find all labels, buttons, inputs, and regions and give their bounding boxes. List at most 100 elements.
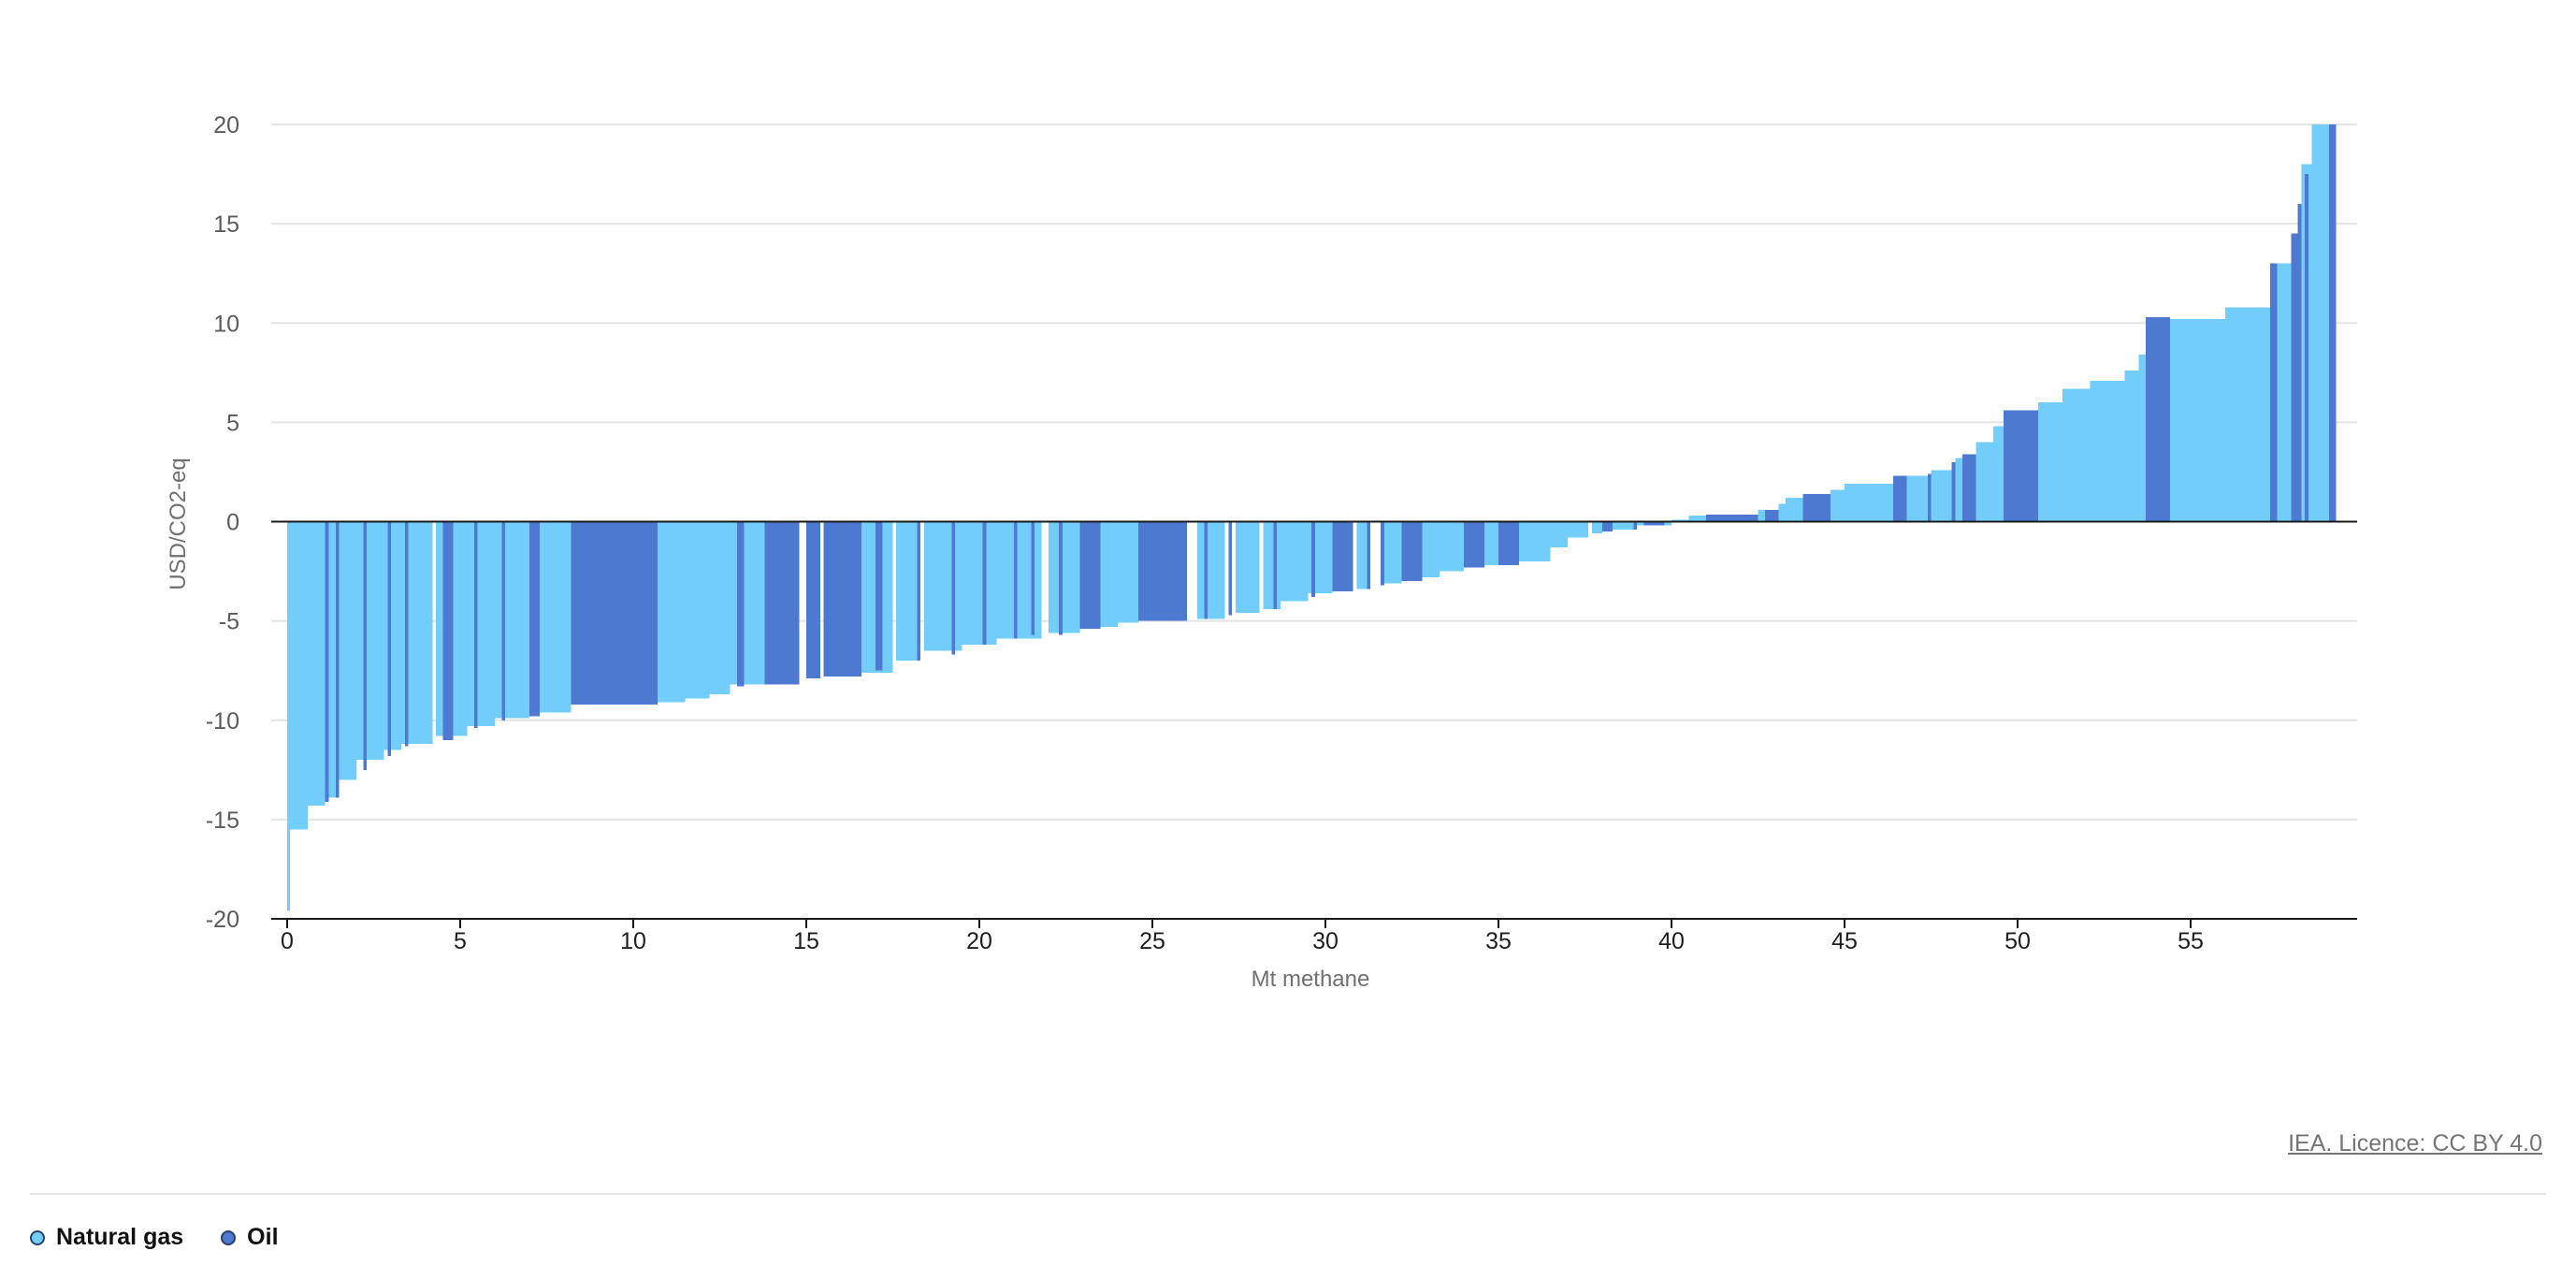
- bar: [2169, 319, 2225, 522]
- bar: [2004, 410, 2039, 522]
- bar: [1688, 516, 1706, 522]
- bar: [917, 521, 921, 662]
- bar: [1381, 521, 1402, 584]
- bar: [1235, 521, 1260, 614]
- x-tick-label: 10: [620, 928, 646, 954]
- bar: [657, 521, 686, 703]
- bar: [730, 521, 765, 685]
- bar: [1498, 521, 1520, 566]
- bar: [287, 521, 290, 911]
- bar: [363, 521, 368, 770]
- x-tick-label: 25: [1139, 928, 1165, 954]
- bar: [325, 521, 329, 802]
- bar: [308, 521, 326, 807]
- x-tick-label: 40: [1658, 928, 1685, 954]
- bar: [1367, 521, 1371, 589]
- bar: [384, 521, 402, 750]
- bar: [1263, 521, 1281, 609]
- bar: [467, 521, 495, 727]
- bar: [1591, 521, 1602, 534]
- bar: [325, 521, 336, 798]
- licence-link[interactable]: IEA. Licence: CC BY 4.0: [2288, 1130, 2542, 1156]
- bar: [2145, 316, 2170, 522]
- legend-item-oil[interactable]: Oil: [221, 1224, 279, 1251]
- y-tick-label: 0: [226, 510, 239, 536]
- legend-item-natural-gas[interactable]: Natural gas: [30, 1224, 183, 1251]
- x-axis-label: Mt methane: [1252, 967, 1370, 992]
- bar: [2038, 402, 2063, 522]
- bars: [287, 124, 2337, 911]
- y-tick-label: -10: [206, 708, 239, 735]
- bar: [1643, 521, 1665, 526]
- bar: [709, 521, 731, 695]
- bar: [737, 521, 745, 687]
- bar: [806, 521, 820, 679]
- bar: [1993, 426, 2004, 522]
- x-tick-label: 5: [454, 928, 467, 954]
- bar: [1031, 521, 1035, 635]
- oil-swatch-icon: [221, 1229, 237, 1245]
- y-tick-labels: 20 15 10 5 0 -5 -10 -15 -20: [206, 112, 239, 933]
- bar: [540, 521, 572, 713]
- bar: [2311, 124, 2329, 522]
- bar: [1927, 473, 1932, 522]
- bar: [473, 521, 478, 729]
- bar: [1568, 521, 1589, 538]
- x-tick-labels: 0 5 10 15 20 25 30 35 40 45 50 55: [281, 919, 2204, 954]
- bar: [1758, 509, 1765, 522]
- bar: [1197, 521, 1225, 619]
- bar: [982, 521, 987, 646]
- bar: [1332, 521, 1353, 591]
- x-tick-label: 15: [793, 928, 819, 954]
- bar: [1550, 521, 1568, 548]
- bar: [1906, 475, 1928, 522]
- bar: [923, 521, 962, 651]
- bar: [442, 521, 454, 740]
- x-tick-label: 30: [1312, 928, 1339, 954]
- legend-divider: [30, 1193, 2546, 1195]
- x-tick-label: 35: [1485, 928, 1512, 954]
- legend: Natural gas Oil: [30, 1224, 279, 1251]
- bar: [356, 521, 384, 761]
- bar: [501, 521, 506, 720]
- bar: [2277, 263, 2292, 522]
- bar: [1951, 461, 1956, 522]
- bar: [2291, 233, 2298, 522]
- bar: [289, 521, 309, 830]
- y-tick-label: 15: [213, 211, 239, 238]
- bar: [1633, 521, 1637, 530]
- bar: [1831, 489, 1845, 522]
- bar: [1672, 519, 1689, 522]
- bar: [2305, 174, 2308, 522]
- bar: [1706, 515, 1758, 522]
- legend-label-oil: Oil: [247, 1224, 279, 1250]
- y-tick-label: -15: [206, 807, 239, 834]
- x-tick-label: 45: [1831, 928, 1858, 954]
- y-axis-label: USD/CO2-eq: [166, 458, 191, 589]
- bar: [1401, 521, 1423, 582]
- bar: [1440, 521, 1464, 572]
- legend-label-natural-gas: Natural gas: [56, 1224, 184, 1250]
- x-tick-label: 50: [2004, 928, 2031, 954]
- bar: [896, 521, 921, 662]
- bar: [1381, 521, 1384, 586]
- bar: [1931, 470, 1952, 522]
- bar: [951, 521, 956, 655]
- bar: [1118, 521, 1139, 623]
- bar: [2062, 388, 2091, 522]
- bar: [1764, 509, 1779, 522]
- bar: [339, 521, 356, 780]
- bar: [1014, 521, 1018, 639]
- bar: [876, 521, 883, 671]
- bar: [1422, 521, 1440, 577]
- bar: [529, 521, 541, 717]
- bar: [1778, 503, 1787, 522]
- bar: [1602, 521, 1614, 532]
- bar: [2090, 380, 2125, 522]
- bar: [1228, 521, 1233, 616]
- bar: [685, 521, 710, 699]
- bar: [2225, 307, 2271, 522]
- bar: [823, 521, 862, 677]
- bar: [764, 521, 800, 685]
